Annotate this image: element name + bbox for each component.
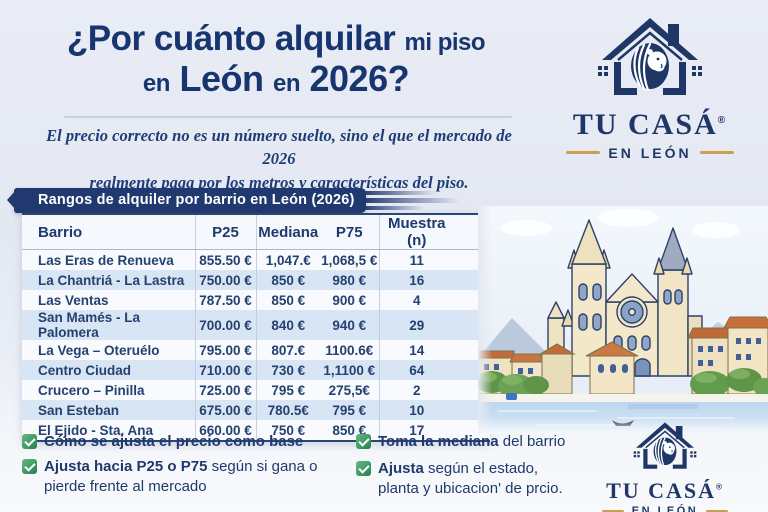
- table-row: Las Eras de Renueva 855.50 €1,047.€ 1,068,…: [22, 249, 490, 270]
- col-header-p75: P75: [320, 213, 379, 250]
- check-icon: [22, 459, 37, 474]
- tip-text: Ajusta hacia P25 o P75 según si gana o p…: [44, 458, 318, 495]
- title-divider: [64, 116, 512, 118]
- gold-dash: [566, 151, 601, 154]
- brand-tagline: EN LEÓN: [535, 145, 765, 161]
- tu-casa-logo-top: TU CASÁ® EN LEÓN: [535, 14, 765, 161]
- subtitle-line-2: realmente paga por los metros y caracter…: [89, 172, 469, 192]
- registered-mark: ®: [716, 482, 724, 492]
- table-header-row: Barrio P25 Mediana P75 Muestra (n): [22, 213, 490, 250]
- tip-adjust-condition: Ajusta según el estado, planta y ubicaci…: [356, 459, 571, 498]
- table-banner: Rangos de alquiler por barrio en León (2…: [7, 188, 460, 213]
- tip-adjust-p25-p75: Ajusta hacia P25 o P75 según si gana o p…: [22, 457, 357, 496]
- brand-tagline: EN LEÓN: [572, 505, 758, 512]
- gold-dash: [699, 151, 734, 154]
- table-row: La Chantriá - La Lastra 750.00 €850 €980 …: [22, 270, 490, 290]
- page-title: ¿Por cuánto alquilar mi piso en León en …: [18, 19, 534, 99]
- tu-casa-logo-bottom: TU CASÁ® EN LEÓN: [572, 420, 758, 512]
- tip-take-median: Toma la mediana del barrio: [356, 432, 581, 452]
- tip-text: Ajusta según el estado, planta y ubicaci…: [378, 460, 563, 497]
- brand-name: TU CASÁ®: [572, 108, 728, 141]
- subtitle: El precio correcto no es un número suelt…: [40, 124, 518, 194]
- tip-text: Toma la mediana del barrio: [378, 433, 566, 450]
- table-row: San Mamés - La Palomera 700.00 €840 €940 …: [22, 310, 490, 340]
- banner-brush-streak: [362, 191, 436, 195]
- brand-name: TU CASÁ®: [606, 478, 724, 503]
- gold-dash: [601, 510, 624, 512]
- tip-text: Cómo se ajusta el precio como base: [44, 433, 304, 450]
- col-header-barrio: Barrio: [22, 213, 195, 250]
- check-icon: [22, 434, 37, 449]
- subtitle-line-1: El precio correcto no es un número suelt…: [46, 126, 512, 169]
- rent-ranges-table: Barrio P25 Mediana P75 Muestra (n) Las E…: [22, 213, 490, 442]
- banner-brush-streak: [362, 198, 460, 203]
- check-icon: [356, 434, 371, 449]
- lion-house-icon: [633, 422, 697, 469]
- col-header-muestra: Muestra (n): [378, 213, 490, 250]
- title-line-1: ¿Por cuánto alquilar mi piso: [66, 19, 486, 58]
- banner-brush-streak: [362, 206, 424, 210]
- lion-house-icon: [598, 18, 702, 95]
- table-row: Centro Ciudad 710.00 €730 €1,1100 €64: [22, 360, 490, 380]
- gold-dash: [706, 510, 729, 512]
- table-row: El Ejido - Sta. Ana 660.00 €750 €850 €17: [22, 420, 490, 442]
- table-row: San Esteban 675.00 €780.5€ 795 €10: [22, 400, 490, 420]
- registered-mark: ®: [717, 115, 728, 126]
- table-row: Crucero – Pinilla 725.00 €795 €275,5€ 2: [22, 380, 490, 400]
- col-header-p25: P25: [194, 213, 256, 250]
- table-row: La Vega – Oteruélo 795.00 €807.€ 1100.6€ 14: [22, 340, 490, 360]
- title-line-2: en León en 2026?: [142, 57, 410, 99]
- col-header-mediana: Mediana: [255, 213, 320, 250]
- check-icon: [356, 461, 371, 476]
- table-row: Las Ventas 787.50 €850 €900 €4: [22, 290, 490, 310]
- leon-cathedral-illustration: [478, 206, 768, 434]
- tip-price-base: Cómo se ajusta el precio como base: [22, 432, 352, 452]
- table-banner-title: Rangos de alquiler por barrio en León (2…: [38, 192, 355, 208]
